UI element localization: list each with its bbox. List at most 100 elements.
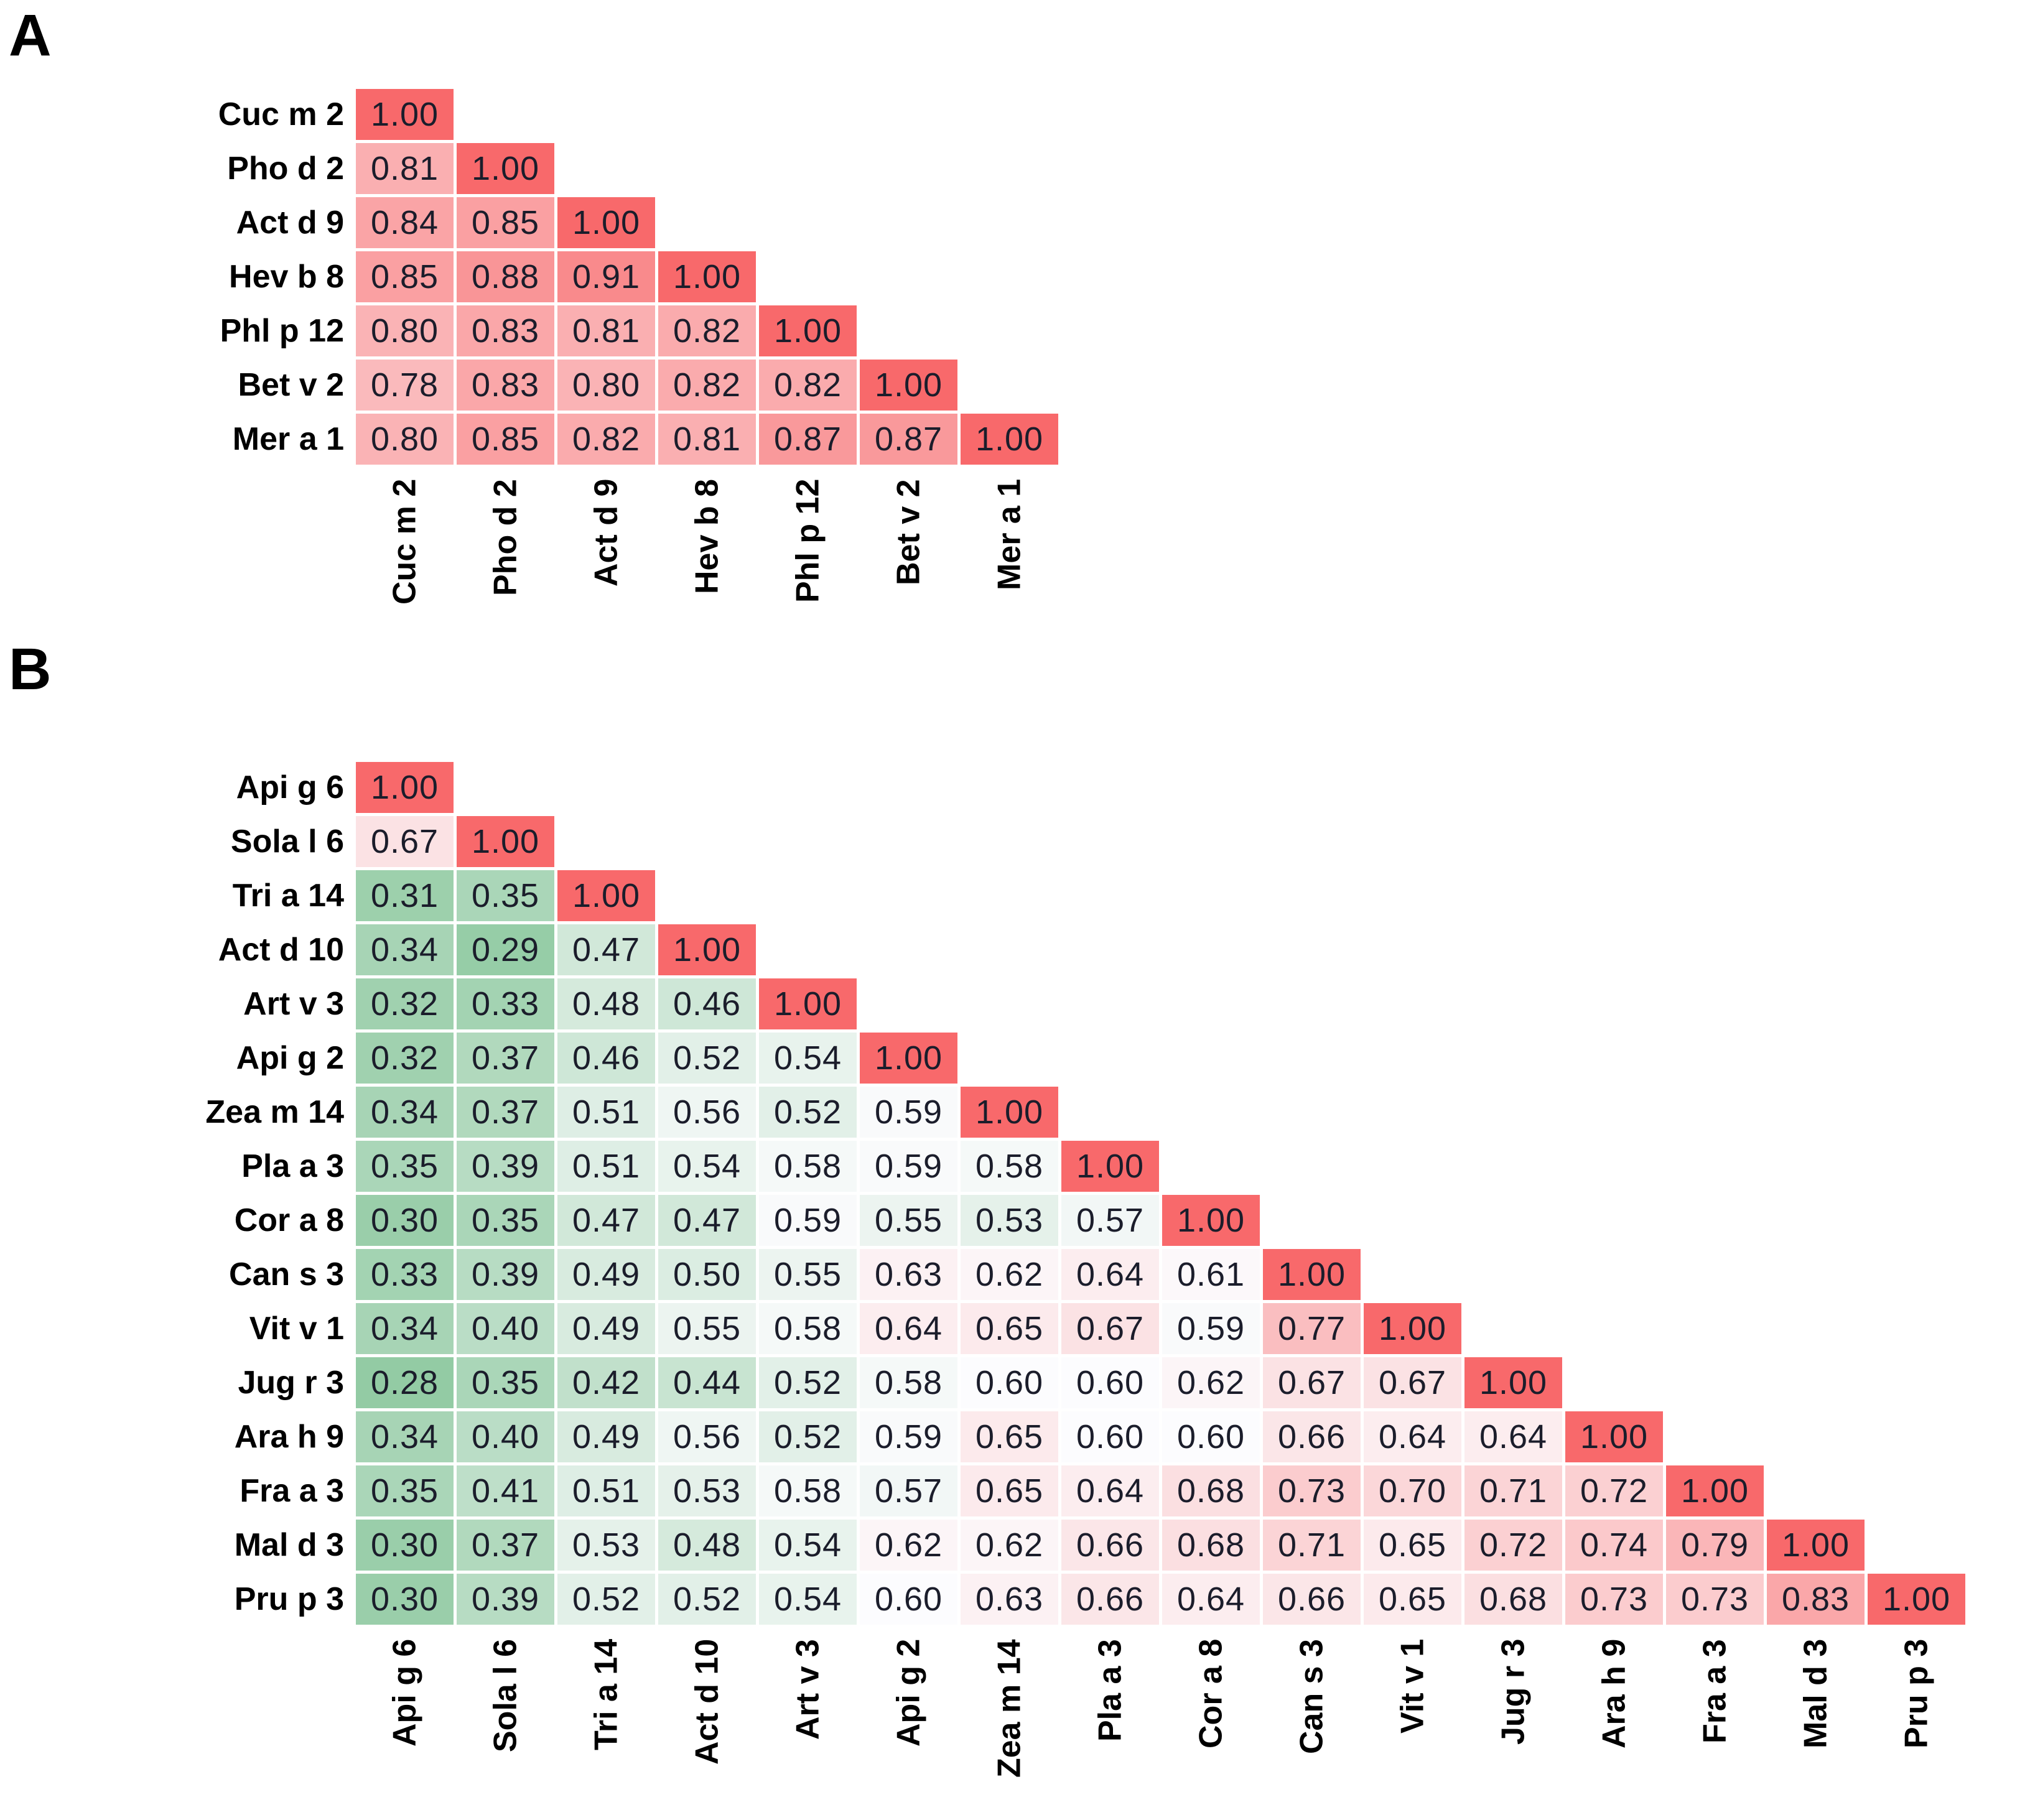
column-label: Api g 6 — [386, 1639, 423, 1747]
column-label: Bet v 2 — [890, 479, 927, 585]
matrix-cell: 0.42 — [557, 1357, 655, 1408]
matrix-cell: 0.54 — [759, 1574, 857, 1625]
matrix-cell: 1.00 — [1565, 1411, 1663, 1462]
column-label: Cor a 8 — [1193, 1639, 1229, 1749]
matrix-cell: 0.49 — [557, 1411, 655, 1462]
matrix-cell: 0.54 — [759, 1520, 857, 1571]
matrix-cell: 0.30 — [356, 1195, 454, 1246]
matrix-cell: 0.28 — [356, 1357, 454, 1408]
matrix-cell: 0.77 — [1263, 1303, 1361, 1354]
matrix-cell: 0.65 — [1364, 1574, 1461, 1625]
matrix-cell: 0.50 — [658, 1249, 756, 1300]
matrix-cell: 0.82 — [658, 305, 756, 356]
matrix-cell: 0.40 — [457, 1303, 554, 1354]
column-label: Hev b 8 — [689, 479, 725, 594]
column-label: Api g 2 — [890, 1639, 927, 1747]
matrix-cell: 0.91 — [557, 251, 655, 302]
matrix-cell: 0.30 — [356, 1574, 454, 1625]
matrix-cell: 0.33 — [457, 978, 554, 1029]
row-label: Art v 3 — [243, 986, 344, 1022]
matrix-cell: 0.81 — [356, 143, 454, 194]
row-label: Cor a 8 — [234, 1202, 344, 1238]
matrix-cell: 0.65 — [1364, 1520, 1461, 1571]
matrix-cell: 0.64 — [860, 1303, 957, 1354]
row-label: Act d 10 — [218, 932, 344, 968]
column-label: Act d 10 — [689, 1639, 725, 1765]
matrix-cell: 1.00 — [759, 978, 857, 1029]
matrix-cell: 1.00 — [1868, 1574, 1965, 1625]
matrix-cell: 0.57 — [860, 1465, 957, 1516]
matrix-cell: 0.64 — [1162, 1574, 1260, 1625]
matrix-cell: 0.85 — [356, 251, 454, 302]
row-label: Act d 9 — [236, 205, 344, 241]
matrix-cell: 1.00 — [658, 924, 756, 975]
row-label: Mal d 3 — [234, 1527, 344, 1563]
matrix-cell: 0.80 — [356, 414, 454, 465]
matrix-cell: 0.72 — [1565, 1465, 1663, 1516]
matrix-cell: 0.51 — [557, 1141, 655, 1192]
column-label: Sola l 6 — [487, 1639, 524, 1753]
matrix-cell: 1.00 — [1162, 1195, 1260, 1246]
row-label: Sola l 6 — [230, 824, 344, 860]
matrix-cell: 0.35 — [457, 1357, 554, 1408]
matrix-cell: 1.00 — [356, 89, 454, 140]
matrix-cell: 0.34 — [356, 1303, 454, 1354]
matrix-cell: 0.52 — [759, 1087, 857, 1138]
matrix-cell: 0.74 — [1565, 1520, 1663, 1571]
matrix-cell: 0.46 — [658, 978, 756, 1029]
matrix-cell: 1.00 — [457, 816, 554, 867]
matrix-cell: 0.56 — [658, 1411, 756, 1462]
row-label: Fra a 3 — [240, 1473, 344, 1509]
matrix-cell: 0.41 — [457, 1465, 554, 1516]
matrix-cell: 0.52 — [557, 1574, 655, 1625]
matrix-cell: 0.52 — [759, 1357, 857, 1408]
matrix-cell: 0.35 — [356, 1141, 454, 1192]
matrix-cell: 0.35 — [457, 1195, 554, 1246]
row-label: Pru p 3 — [234, 1581, 344, 1617]
matrix-cell: 0.51 — [557, 1087, 655, 1138]
matrix-cell: 0.88 — [457, 251, 554, 302]
matrix-cell: 0.58 — [860, 1357, 957, 1408]
row-label: Api g 2 — [236, 1040, 344, 1076]
matrix-cell: 0.53 — [557, 1520, 655, 1571]
matrix-cell: 0.63 — [961, 1574, 1058, 1625]
matrix-cell: 0.46 — [557, 1033, 655, 1084]
matrix-cell: 0.54 — [658, 1141, 756, 1192]
matrix-cell: 0.59 — [860, 1141, 957, 1192]
matrix-cell: 0.55 — [860, 1195, 957, 1246]
matrix-cell: 1.00 — [1666, 1465, 1764, 1516]
matrix-cell: 0.57 — [1061, 1195, 1159, 1246]
row-label: Zea m 14 — [205, 1094, 344, 1130]
matrix-cell: 0.73 — [1666, 1574, 1764, 1625]
matrix-cell: 1.00 — [1263, 1249, 1361, 1300]
matrix-cell: 0.64 — [1364, 1411, 1461, 1462]
matrix-cell: 0.44 — [658, 1357, 756, 1408]
row-label: Vit v 1 — [249, 1311, 344, 1347]
matrix-cell: 0.68 — [1464, 1574, 1562, 1625]
matrix-cell: 0.58 — [759, 1303, 857, 1354]
matrix-cell: 0.52 — [658, 1033, 756, 1084]
matrix-cell: 0.59 — [759, 1195, 857, 1246]
column-label: Cuc m 2 — [386, 479, 423, 605]
matrix-cell: 0.49 — [557, 1303, 655, 1354]
matrix-cell: 0.82 — [658, 360, 756, 411]
matrix-cell: 0.85 — [457, 197, 554, 248]
matrix-cell: 0.60 — [860, 1574, 957, 1625]
matrix-cell: 0.78 — [356, 360, 454, 411]
row-label: Jug r 3 — [238, 1365, 345, 1401]
matrix-cell: 0.66 — [1061, 1520, 1159, 1571]
column-label: Mal d 3 — [1797, 1639, 1834, 1749]
column-label: Phl p 12 — [789, 479, 826, 603]
matrix-cell: 0.31 — [356, 870, 454, 921]
matrix-cell: 1.00 — [557, 870, 655, 921]
matrix-cell: 1.00 — [658, 251, 756, 302]
matrix-cell: 0.34 — [356, 1087, 454, 1138]
matrix-cell: 0.70 — [1364, 1465, 1461, 1516]
matrix-cell: 0.66 — [1061, 1574, 1159, 1625]
matrix-cell: 0.29 — [457, 924, 554, 975]
matrix-cell: 0.81 — [658, 414, 756, 465]
matrix-cell: 0.65 — [961, 1303, 1058, 1354]
matrix-cell: 0.32 — [356, 1033, 454, 1084]
matrix-cell: 0.58 — [759, 1141, 857, 1192]
panel-b-heatmap: Api g 6 1.00 Sola l 6 0.67 1.00 Tri a 14 0.31 0… — [0, 762, 1965, 1814]
